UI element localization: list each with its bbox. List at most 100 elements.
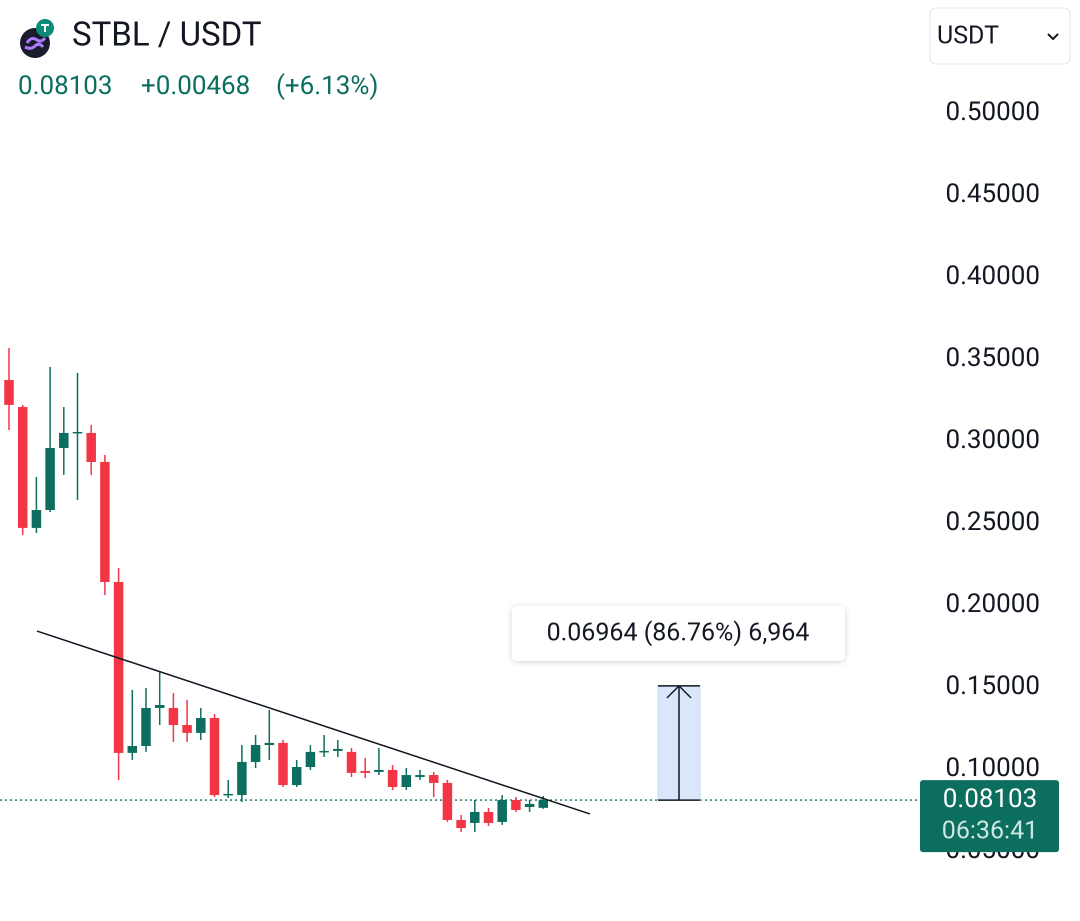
candle: [442, 779, 453, 822]
candle: [237, 745, 247, 802]
candle-body: [237, 761, 247, 796]
y-tick-label: 0.30000: [945, 425, 1040, 455]
candle-body: [209, 717, 220, 796]
price-change: +0.00468: [141, 71, 250, 101]
dropdown-caret[interactable]: [1047, 33, 1059, 41]
candle-body: [264, 742, 275, 746]
candle-body: [4, 379, 14, 405]
candle: [401, 767, 412, 790]
candle: [264, 709, 275, 760]
y-tick-label: 0.10000: [945, 753, 1040, 783]
candle: [72, 372, 83, 501]
candle: [17, 404, 28, 535]
countdown: 06:36:41: [942, 817, 1038, 846]
candle-body: [250, 745, 261, 762]
candle-body: [511, 799, 521, 810]
candle-body: [168, 707, 179, 726]
candle-body: [442, 782, 453, 820]
y-tick-label: 0.50000: [945, 97, 1040, 127]
candle-body: [182, 725, 192, 733]
candle: [415, 769, 425, 780]
candle: [278, 739, 288, 788]
candle: [428, 771, 439, 798]
candle-body: [86, 432, 96, 462]
y-tick-label: 0.40000: [945, 261, 1040, 291]
candle: [45, 367, 55, 512]
last-price-badge-value: 0.08103: [943, 784, 1038, 814]
candle-body: [196, 717, 206, 733]
last-price: 0.08103: [18, 71, 113, 101]
candle: [209, 714, 220, 798]
candle: [31, 477, 42, 533]
candle: [154, 672, 165, 726]
y-tick-label: 0.20000: [945, 589, 1040, 619]
candle: [511, 797, 521, 812]
candle: [456, 814, 466, 832]
candle-body: [17, 407, 28, 528]
candle: [524, 799, 535, 812]
candle: [387, 765, 398, 790]
candle: [374, 747, 384, 776]
y-tick-label: 0.35000: [945, 343, 1040, 373]
candle-body: [223, 793, 233, 796]
candle-body: [346, 751, 357, 773]
candle: [4, 347, 14, 430]
candle: [168, 693, 179, 742]
dropdown-label[interactable]: USDT: [937, 22, 999, 51]
candle-body: [278, 742, 288, 786]
candle-body: [72, 431, 83, 434]
candle: [333, 739, 343, 758]
candle: [360, 757, 370, 778]
candle: [86, 424, 96, 475]
candle-body: [456, 819, 466, 829]
candle: [141, 687, 151, 752]
candle-body: [497, 799, 507, 822]
y-tick-label: 0.25000: [945, 507, 1040, 537]
candle: [483, 808, 494, 827]
y-tick-label: 0.45000: [945, 179, 1040, 209]
candle-body: [374, 769, 384, 772]
candle-body: [113, 582, 124, 753]
candle: [291, 759, 302, 788]
candle-body: [319, 750, 329, 753]
last-price-badge: [920, 780, 1059, 853]
candle: [182, 699, 192, 742]
candle-body: [127, 746, 138, 753]
candle-body: [291, 767, 302, 786]
candle-body: [401, 775, 412, 788]
candle-body: [154, 705, 165, 708]
candle: [59, 407, 69, 475]
candle-body: [387, 769, 398, 788]
pair-title: STBL / USDT: [72, 16, 262, 55]
measure-arrowhead: [666, 684, 692, 699]
candle: [113, 567, 124, 780]
measure-label-box: [512, 605, 845, 661]
candle: [196, 707, 206, 740]
candle: [100, 454, 110, 595]
candle-body: [524, 803, 535, 808]
candle: [305, 745, 316, 770]
trendline: [36, 630, 591, 815]
candle: [319, 735, 329, 758]
price-change-percent: (+6.13%): [276, 71, 378, 101]
candle: [250, 735, 261, 768]
y-tick-label: 0.15000: [945, 671, 1040, 701]
candle-body: [333, 748, 343, 751]
candle-body: [100, 461, 110, 583]
candle-body: [141, 707, 151, 747]
candle: [346, 747, 357, 778]
candle-body: [470, 811, 480, 823]
candle-body: [538, 800, 549, 808]
candle-body: [31, 510, 42, 528]
candle-body: [483, 811, 494, 823]
dropdown-box[interactable]: [929, 7, 1071, 65]
coin-icon: [20, 19, 54, 58]
quote-dropdown[interactable]: USDT: [929, 7, 1071, 65]
candle-body: [428, 775, 439, 783]
candle: [223, 779, 233, 799]
candle-body: [59, 432, 69, 449]
candle: [497, 795, 507, 825]
candle: [470, 799, 480, 832]
